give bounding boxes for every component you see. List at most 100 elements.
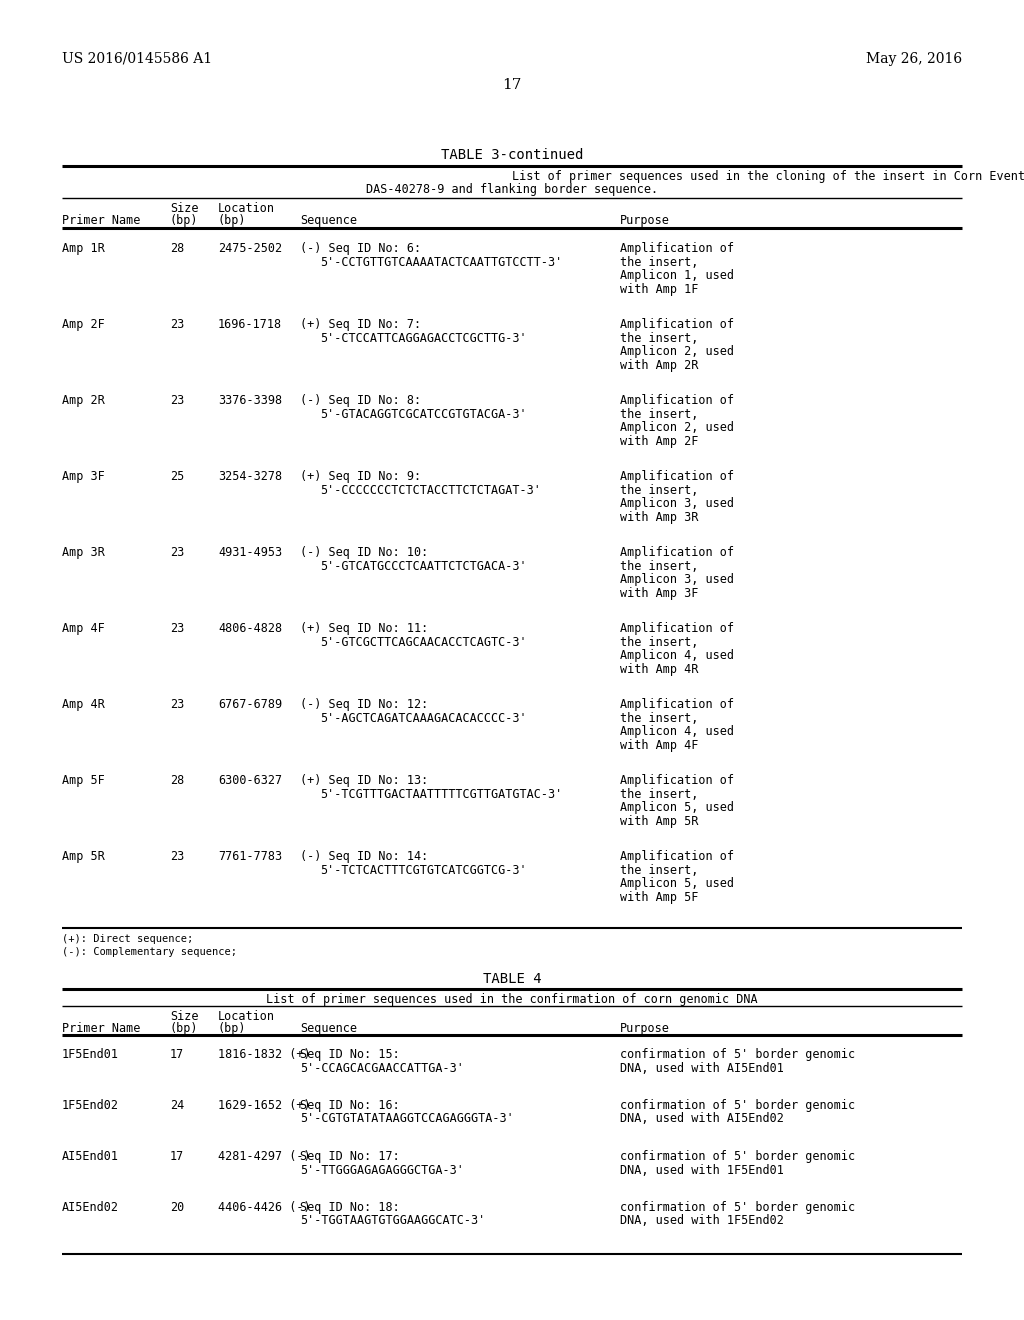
Text: 5'-GTACAGGTCGCATCCGTGTACGA-3': 5'-GTACAGGTCGCATCCGTGTACGA-3' bbox=[319, 408, 526, 421]
Text: (+) Seq ID No: 7:: (+) Seq ID No: 7: bbox=[300, 318, 421, 331]
Text: 5'-TCGTTTGACTAATTTTTCGTTGATGTAC-3': 5'-TCGTTTGACTAATTTTTCGTTGATGTAC-3' bbox=[319, 788, 562, 800]
Text: (-) Seq ID No: 12:: (-) Seq ID No: 12: bbox=[300, 698, 428, 711]
Text: the insert,: the insert, bbox=[620, 788, 698, 800]
Text: DAS-40278-9 and flanking border sequence.: DAS-40278-9 and flanking border sequence… bbox=[366, 183, 658, 195]
Text: Seq ID No: 18:: Seq ID No: 18: bbox=[300, 1201, 399, 1214]
Text: (+) Seq ID No: 11:: (+) Seq ID No: 11: bbox=[300, 622, 428, 635]
Text: 5'-GTCATGCCCTCAATTCTCTGACA-3': 5'-GTCATGCCCTCAATTCTCTGACA-3' bbox=[319, 560, 526, 573]
Text: 7761-7783: 7761-7783 bbox=[218, 850, 283, 863]
Text: 2475-2502: 2475-2502 bbox=[218, 242, 283, 255]
Text: with Amp 1F: with Amp 1F bbox=[620, 282, 698, 296]
Text: (bp): (bp) bbox=[218, 214, 247, 227]
Text: 5'-TTGGGAGAGAGGGCTGA-3': 5'-TTGGGAGAGAGGGCTGA-3' bbox=[300, 1163, 464, 1176]
Text: with Amp 5F: with Amp 5F bbox=[620, 891, 698, 903]
Text: (-) Seq ID No: 10:: (-) Seq ID No: 10: bbox=[300, 546, 428, 558]
Text: TABLE 4: TABLE 4 bbox=[482, 972, 542, 986]
Text: 23: 23 bbox=[170, 850, 184, 863]
Text: Amplicon 5, used: Amplicon 5, used bbox=[620, 801, 734, 814]
Text: Amplicon 3, used: Amplicon 3, used bbox=[620, 573, 734, 586]
Text: Amp 2R: Amp 2R bbox=[62, 393, 104, 407]
Text: DNA, used with 1F5End02: DNA, used with 1F5End02 bbox=[620, 1214, 784, 1228]
Text: Amplicon 4, used: Amplicon 4, used bbox=[620, 649, 734, 663]
Text: (-) Seq ID No: 6:: (-) Seq ID No: 6: bbox=[300, 242, 421, 255]
Text: Amplification of: Amplification of bbox=[620, 698, 734, 711]
Text: the insert,: the insert, bbox=[620, 711, 698, 725]
Text: 4281-4297 (-): 4281-4297 (-) bbox=[218, 1150, 310, 1163]
Text: 5'-CGTGTATATAAGGTCCAGAGGGTA-3': 5'-CGTGTATATAAGGTCCAGAGGGTA-3' bbox=[300, 1113, 514, 1126]
Text: Amplification of: Amplification of bbox=[620, 470, 734, 483]
Text: 17: 17 bbox=[170, 1150, 184, 1163]
Text: 24: 24 bbox=[170, 1100, 184, 1111]
Text: Amp 4F: Amp 4F bbox=[62, 622, 104, 635]
Text: 23: 23 bbox=[170, 393, 184, 407]
Text: Amp 5R: Amp 5R bbox=[62, 850, 104, 863]
Text: List of primer sequences used in the cloning of the insert in Corn Event: List of primer sequences used in the clo… bbox=[512, 170, 1024, 183]
Text: Seq ID No: 17:: Seq ID No: 17: bbox=[300, 1150, 399, 1163]
Text: DNA, used with AI5End02: DNA, used with AI5End02 bbox=[620, 1113, 784, 1126]
Text: (-) Seq ID No: 8:: (-) Seq ID No: 8: bbox=[300, 393, 421, 407]
Text: Amplification of: Amplification of bbox=[620, 393, 734, 407]
Text: with Amp 3R: with Amp 3R bbox=[620, 511, 698, 524]
Text: 5'-GTCGCTTCAGCAACACCTCAGTC-3': 5'-GTCGCTTCAGCAACACCTCAGTC-3' bbox=[319, 635, 526, 648]
Text: the insert,: the insert, bbox=[620, 483, 698, 496]
Text: Location: Location bbox=[218, 1010, 275, 1023]
Text: Amp 3F: Amp 3F bbox=[62, 470, 104, 483]
Text: Purpose: Purpose bbox=[620, 214, 670, 227]
Text: AI5End02: AI5End02 bbox=[62, 1201, 119, 1214]
Text: confirmation of 5' border genomic: confirmation of 5' border genomic bbox=[620, 1100, 855, 1111]
Text: DNA, used with 1F5End01: DNA, used with 1F5End01 bbox=[620, 1163, 784, 1176]
Text: confirmation of 5' border genomic: confirmation of 5' border genomic bbox=[620, 1150, 855, 1163]
Text: the insert,: the insert, bbox=[620, 863, 698, 876]
Text: Amplification of: Amplification of bbox=[620, 774, 734, 787]
Text: 17: 17 bbox=[503, 78, 521, 92]
Text: confirmation of 5' border genomic: confirmation of 5' border genomic bbox=[620, 1201, 855, 1214]
Text: Amplicon 1, used: Amplicon 1, used bbox=[620, 269, 734, 282]
Text: 28: 28 bbox=[170, 774, 184, 787]
Text: List of primer sequences used in the confirmation of corn genomic DNA: List of primer sequences used in the con… bbox=[266, 993, 758, 1006]
Text: the insert,: the insert, bbox=[620, 560, 698, 573]
Text: Amplification of: Amplification of bbox=[620, 546, 734, 558]
Text: Amplicon 3, used: Amplicon 3, used bbox=[620, 498, 734, 510]
Text: Sequence: Sequence bbox=[300, 214, 357, 227]
Text: 1816-1832 (+): 1816-1832 (+) bbox=[218, 1048, 310, 1061]
Text: Amp 1R: Amp 1R bbox=[62, 242, 104, 255]
Text: Amp 2F: Amp 2F bbox=[62, 318, 104, 331]
Text: 6300-6327: 6300-6327 bbox=[218, 774, 283, 787]
Text: Purpose: Purpose bbox=[620, 1022, 670, 1035]
Text: 4406-4426 (-): 4406-4426 (-) bbox=[218, 1201, 310, 1214]
Text: Size: Size bbox=[170, 1010, 199, 1023]
Text: Amplicon 5, used: Amplicon 5, used bbox=[620, 876, 734, 890]
Text: Primer Name: Primer Name bbox=[62, 214, 140, 227]
Text: Amplicon 2, used: Amplicon 2, used bbox=[620, 345, 734, 358]
Text: Primer Name: Primer Name bbox=[62, 1022, 140, 1035]
Text: AI5End01: AI5End01 bbox=[62, 1150, 119, 1163]
Text: 3254-3278: 3254-3278 bbox=[218, 470, 283, 483]
Text: TABLE 3-continued: TABLE 3-continued bbox=[440, 148, 584, 162]
Text: 23: 23 bbox=[170, 546, 184, 558]
Text: 5'-CCAGCACGAACCATTGA-3': 5'-CCAGCACGAACCATTGA-3' bbox=[300, 1061, 464, 1074]
Text: the insert,: the insert, bbox=[620, 635, 698, 648]
Text: with Amp 2F: with Amp 2F bbox=[620, 434, 698, 447]
Text: 5'-AGCTCAGATCAAAGACACACCCC-3': 5'-AGCTCAGATCAAAGACACACCCC-3' bbox=[319, 711, 526, 725]
Text: 6767-6789: 6767-6789 bbox=[218, 698, 283, 711]
Text: with Amp 4F: with Amp 4F bbox=[620, 738, 698, 751]
Text: Amp 4R: Amp 4R bbox=[62, 698, 104, 711]
Text: 23: 23 bbox=[170, 622, 184, 635]
Text: 5'-CCTGTTGTCAAAATACTCAATTGTCCTT-3': 5'-CCTGTTGTCAAAATACTCAATTGTCCTT-3' bbox=[319, 256, 562, 268]
Text: 23: 23 bbox=[170, 698, 184, 711]
Text: with Amp 3F: with Amp 3F bbox=[620, 586, 698, 599]
Text: 28: 28 bbox=[170, 242, 184, 255]
Text: (bp): (bp) bbox=[218, 1022, 247, 1035]
Text: Size: Size bbox=[170, 202, 199, 215]
Text: Seq ID No: 16:: Seq ID No: 16: bbox=[300, 1100, 399, 1111]
Text: 1F5End01: 1F5End01 bbox=[62, 1048, 119, 1061]
Text: 5'-CTCCATTCAGGAGACCTCGCTTG-3': 5'-CTCCATTCAGGAGACCTCGCTTG-3' bbox=[319, 331, 526, 345]
Text: 17: 17 bbox=[170, 1048, 184, 1061]
Text: Amplification of: Amplification of bbox=[620, 622, 734, 635]
Text: Amp 3R: Amp 3R bbox=[62, 546, 104, 558]
Text: (-) Seq ID No: 14:: (-) Seq ID No: 14: bbox=[300, 850, 428, 863]
Text: 4931-4953: 4931-4953 bbox=[218, 546, 283, 558]
Text: (+) Seq ID No: 9:: (+) Seq ID No: 9: bbox=[300, 470, 421, 483]
Text: with Amp 4R: with Amp 4R bbox=[620, 663, 698, 676]
Text: 1F5End02: 1F5End02 bbox=[62, 1100, 119, 1111]
